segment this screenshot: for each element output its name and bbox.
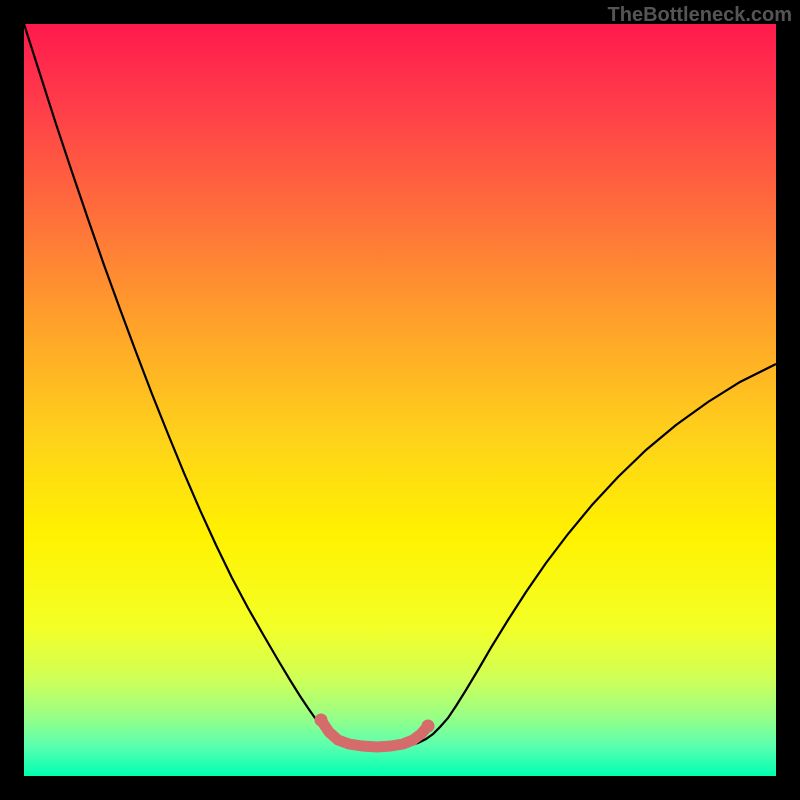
optimal-range-marker (321, 720, 428, 747)
curve-overlay (0, 0, 800, 800)
chart-container: TheBottleneck.com (0, 0, 800, 800)
marker-endpoint (315, 714, 328, 727)
watermark-text: TheBottleneck.com (608, 4, 792, 27)
marker-endpoint (422, 720, 435, 733)
bottleneck-curve (24, 24, 776, 749)
plot-area (24, 24, 776, 776)
